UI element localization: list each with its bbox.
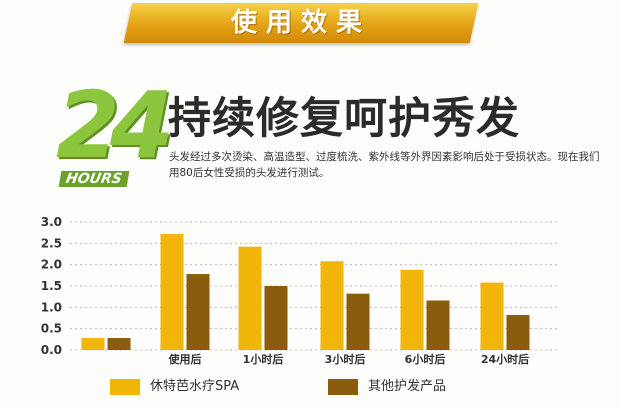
description: 头发经过多次烫染、高温造型、过度梳洗、紫外线等外界因素影响后处于受损状态。现在我… xyxy=(169,151,600,179)
x-tick-label-3: 3小时后 xyxy=(325,352,366,366)
bar-series-2-4 xyxy=(426,300,450,350)
bar-series-2-5 xyxy=(506,315,530,350)
legend-label-series-2: 其他护发产品 xyxy=(368,379,447,394)
headline: 持续修复呵护秀发 xyxy=(168,94,520,144)
bar-series-2-3 xyxy=(346,293,370,350)
legend-label-series-1: 休特芭水疗SPA xyxy=(150,379,240,394)
y-tick-label-0: 0.0 xyxy=(41,343,62,357)
bar-series-1-1 xyxy=(160,233,184,350)
x-tick-label-5: 24小时后 xyxy=(481,352,529,366)
y-tick-label-1: 0.5 xyxy=(41,322,62,336)
legend-swatch-series-2 xyxy=(328,379,358,395)
y-tick-label-6: 3.0 xyxy=(41,215,62,229)
bar-series-2-2 xyxy=(264,286,288,350)
y-tick-label-2: 1.0 xyxy=(41,300,62,314)
bar-series-1-0 xyxy=(81,338,105,350)
big-24-number: 24 xyxy=(56,72,174,179)
y-tick-label-5: 2.5 xyxy=(41,236,62,250)
bar-series-1-3 xyxy=(320,261,344,350)
x-tick-label-1: 使用后 xyxy=(168,352,202,366)
bar-series-1-5 xyxy=(480,282,504,350)
bar-series-2-1 xyxy=(186,274,210,350)
banner-title: 使用效果 xyxy=(230,8,371,38)
bar-series-1-2 xyxy=(238,246,262,350)
x-tick-label-2: 1小时后 xyxy=(243,352,284,366)
bar-series-2-0 xyxy=(107,338,131,350)
x-tick-label-4: 6小时后 xyxy=(405,352,446,366)
legend-swatch-series-1 xyxy=(110,379,140,395)
y-tick-label-3: 1.5 xyxy=(41,279,62,293)
y-tick-label-4: 2.0 xyxy=(41,258,62,272)
bar-series-1-4 xyxy=(400,269,424,350)
